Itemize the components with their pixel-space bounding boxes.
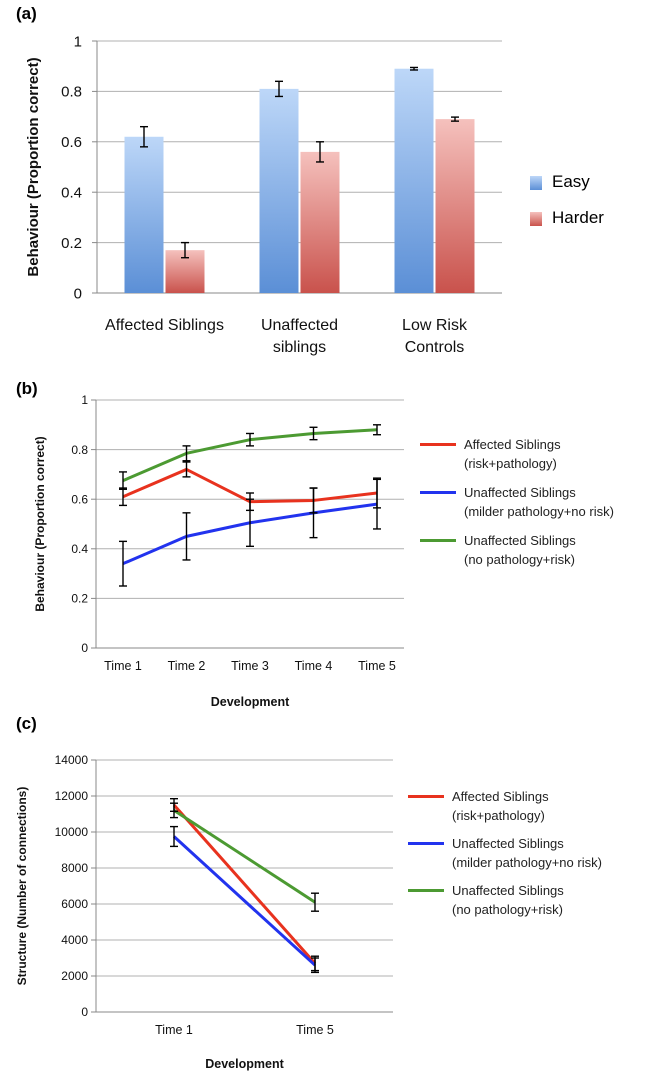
panel-a-label: (a) xyxy=(16,4,37,23)
legend-swatch-1 xyxy=(420,491,456,494)
x-category-label: Affected Siblings xyxy=(105,317,224,334)
y-tick-label: 0.4 xyxy=(61,184,82,201)
x-tick-label: Time 4 xyxy=(295,659,333,673)
y-tick-label: 4000 xyxy=(61,933,88,947)
line-chart-b: 0 0.2 0.4 0.6 0.8 1 Time 1 Time 2 Time 3 Time 4 Ti… xyxy=(33,393,404,709)
x-category-label: Controls xyxy=(405,339,465,356)
legend-label-2: Unaffected Siblings (no pathology+risk) xyxy=(452,883,564,917)
bar-harder-1 xyxy=(300,151,340,293)
x-tick-label: Time 5 xyxy=(296,1023,334,1037)
y-tick-label: 1 xyxy=(81,393,88,407)
y-tick-label: 6000 xyxy=(61,897,88,911)
y-tick-label: 14000 xyxy=(55,753,89,767)
line-chart-c: 0 2000 4000 6000 8000 10000 12000 14000 Time 1 Ti… xyxy=(15,753,393,1071)
x-category-label: siblings xyxy=(273,339,326,356)
y-axis-title: Structure (Number of connections) xyxy=(15,787,29,986)
y-tick-label: 0.6 xyxy=(61,134,82,151)
panel-c: (c) 0 2000 4000 6000 8000 10000 12000 14000 Time… xyxy=(0,710,647,1076)
y-axis-title: Behaviour (Proportion correct) xyxy=(33,436,47,611)
y-axis-title: Behaviour (Proportion correct) xyxy=(25,57,42,276)
bar-easy-0 xyxy=(124,136,164,293)
legend-swatch-0 xyxy=(408,795,444,798)
y-tick-label: 0.4 xyxy=(71,542,88,556)
y-tick-label: 0.6 xyxy=(71,492,88,506)
y-tick-label: 0.2 xyxy=(61,235,82,252)
bar-harder-2 xyxy=(435,119,475,294)
y-tick-label: 0 xyxy=(74,285,82,302)
x-category-label: Low Risk xyxy=(402,317,468,334)
bar-easy-2 xyxy=(394,68,434,293)
x-tick-label: Time 1 xyxy=(155,1023,193,1037)
x-tick-label: Time 5 xyxy=(358,659,396,673)
panel-a: (a) 0 0.2 0.4 0.6 0.8 1 Affected Siblings Unaff… xyxy=(0,0,647,375)
y-tick-label: 0 xyxy=(81,641,88,655)
x-tick-label: Time 2 xyxy=(168,659,206,673)
x-tick-label: Time 3 xyxy=(231,659,269,673)
series-line-2 xyxy=(173,809,316,904)
legend-swatch-0 xyxy=(420,443,456,446)
y-tick-label: 0 xyxy=(81,1005,88,1019)
legend-label-0: Affected Siblings (risk+pathology) xyxy=(452,789,549,823)
panel-c-label: (c) xyxy=(16,714,37,733)
y-tick-label: 1 xyxy=(74,33,82,50)
legend-swatch-1 xyxy=(408,842,444,845)
series-line-1 xyxy=(172,835,317,967)
series-line-0 xyxy=(172,804,317,965)
legend-label-1: Unaffected Siblings (milder pathology+no … xyxy=(452,836,602,870)
x-tick-label: Time 1 xyxy=(104,659,142,673)
legend-label-1: Unaffected Siblings (milder pathology+no … xyxy=(464,485,614,519)
bar-chart-a: 0 0.2 0.4 0.6 0.8 1 Affected Siblings Unaffecte… xyxy=(25,33,502,356)
y-tick-label: 0.8 xyxy=(71,443,88,457)
y-tick-label: 2000 xyxy=(61,969,88,983)
legend-swatch-easy xyxy=(530,176,542,190)
legend-swatch-2 xyxy=(420,539,456,542)
panel-b-label: (b) xyxy=(16,379,38,398)
legend-label-0: Affected Siblings (risk+pathology) xyxy=(464,437,561,471)
x-axis-title: Development xyxy=(205,1057,284,1071)
y-tick-label: 8000 xyxy=(61,861,88,875)
x-axis-title: Development xyxy=(211,695,290,709)
legend-swatch-harder xyxy=(530,212,542,226)
legend-label-2: Unaffected Siblings (no pathology+risk) xyxy=(464,533,576,567)
y-tick-label: 10000 xyxy=(55,825,89,839)
legend-label-easy: Easy xyxy=(552,172,590,191)
y-tick-label: 0.8 xyxy=(61,84,82,101)
bar-easy-1 xyxy=(259,88,299,293)
y-tick-label: 0.2 xyxy=(71,592,88,606)
legend-label-harder: Harder xyxy=(552,208,604,227)
y-tick-label: 12000 xyxy=(55,789,89,803)
panel-b: (b) 0 0.2 0.4 0.6 0.8 1 Time 1 Time 2 Time 3 Time… xyxy=(0,375,647,710)
legend-swatch-2 xyxy=(408,889,444,892)
x-category-label: Unaffected xyxy=(261,317,338,334)
